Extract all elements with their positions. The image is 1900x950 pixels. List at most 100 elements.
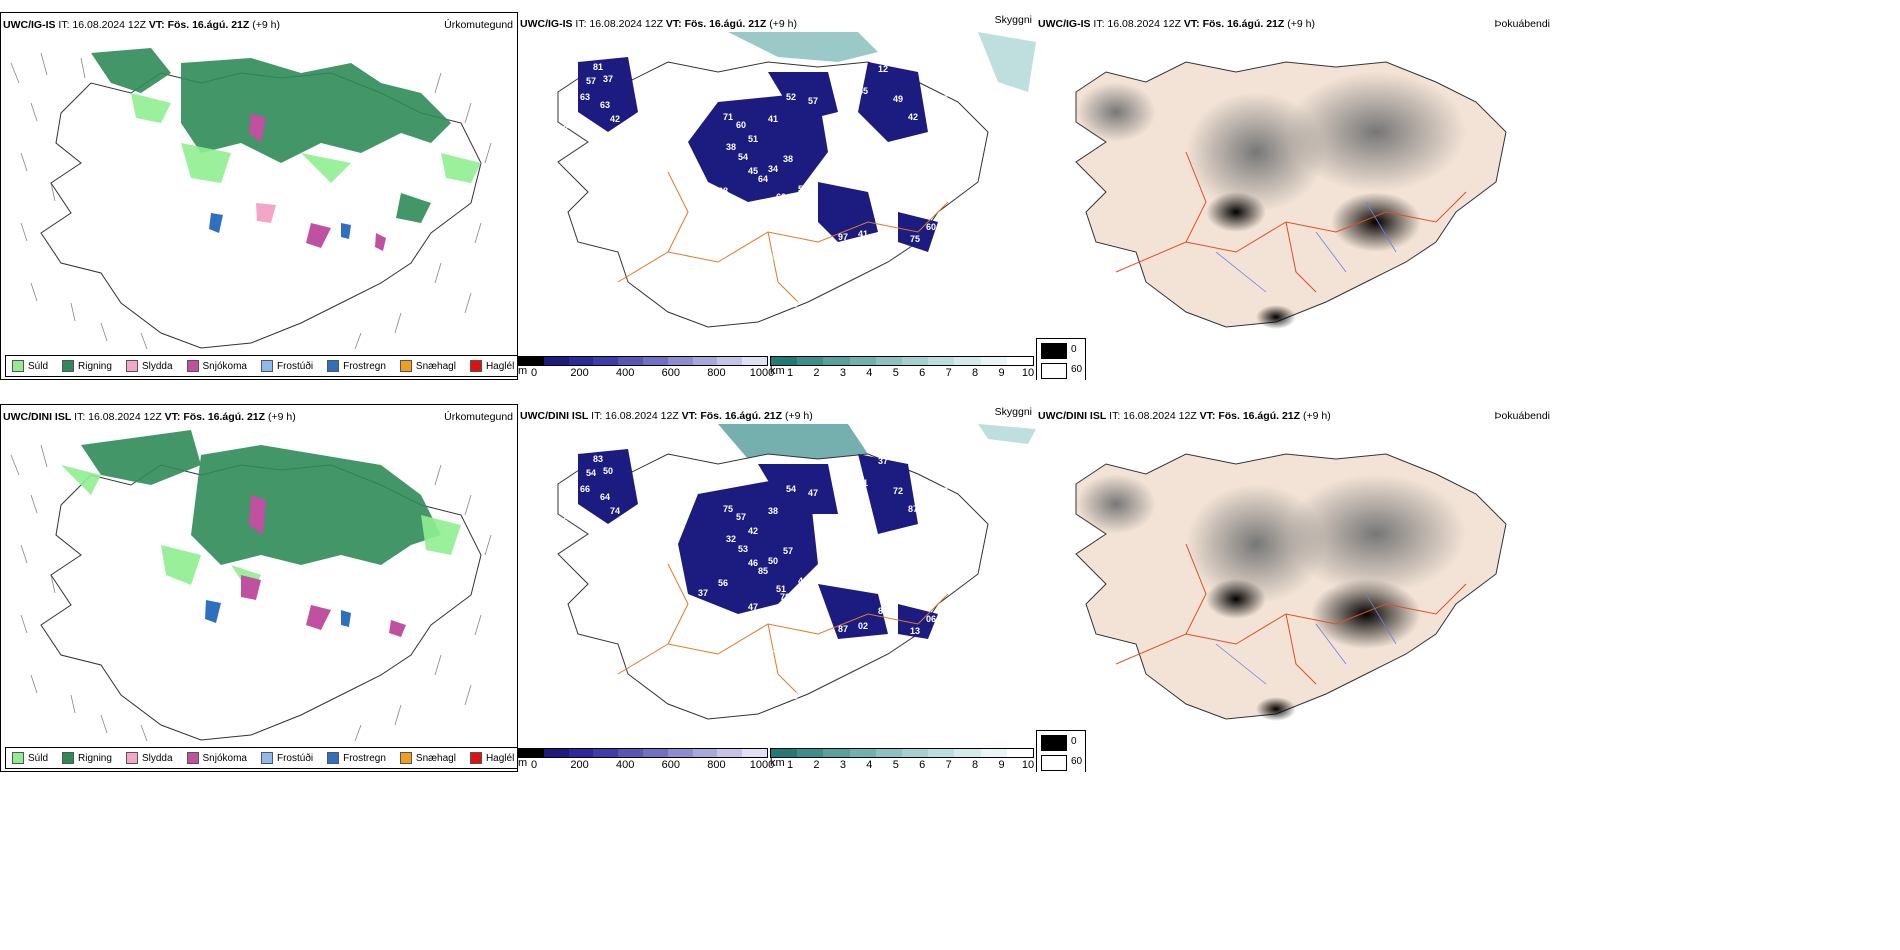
visibility-value-label: 81 — [878, 606, 888, 616]
terrain-colorbar-fill — [518, 748, 768, 758]
colorbar-tick-label: 8 — [972, 759, 979, 771]
colorbar-tick-label: 1 — [786, 367, 794, 379]
terrain-colorbar-fill — [518, 356, 768, 366]
visibility-value-label: 38 — [768, 506, 778, 516]
visibility-value-label: 78 — [558, 124, 568, 134]
visibility-value-label: 68 — [718, 186, 728, 196]
visibility-value-label: 60 — [926, 222, 936, 232]
visibility-value-label: 75 — [723, 504, 733, 514]
terrain-colorbar-dini: m 0 200 400 600 800 1000 — [518, 748, 774, 771]
visibility-value-label: 56 — [718, 578, 728, 588]
visibility-value-label: 42 — [908, 112, 918, 122]
visibility-ticks: 1 2 3 4 5 6 7 8 9 10 — [770, 366, 1034, 379]
legend-item-snjokoma: Snjókoma — [186, 752, 247, 764]
fog-map-dini — [1036, 424, 1554, 734]
visibility-value-label: 53 — [743, 612, 753, 622]
colorbar-tick-label: 800 — [707, 759, 726, 771]
precip-title-ig: Úrkomutegund — [444, 19, 513, 31]
visibility-value-label: 41 — [768, 114, 778, 124]
visibility-value-label: 77 — [893, 174, 903, 184]
visibility-value-label: 93 — [768, 252, 778, 262]
legend-item-snjokoma: Snjókoma — [186, 360, 247, 372]
visibility-value-label: 53 — [738, 544, 748, 554]
precip-legend-ig: Súld Rigning Slydda Snjókoma Frostúði Fr… — [5, 355, 517, 377]
colorbar-tick-label: 400 — [616, 367, 635, 379]
visibility-value-label: 54 — [738, 152, 748, 162]
visibility-value-label: 41 — [858, 229, 868, 239]
visibility-value-label: 55 — [913, 556, 923, 566]
visibility-value-label: 42 — [748, 526, 758, 536]
visibility-colorbar-fill — [770, 748, 1034, 758]
visibility-unit: km — [770, 365, 785, 377]
visibility-value-label: 87 — [838, 624, 848, 634]
colorbar-tick-label: 2 — [813, 367, 820, 379]
visibility-value-label: 49 — [893, 94, 903, 104]
colorbar-tick-label: 0 — [530, 759, 538, 771]
fog-title-dini: Þokuábendi — [1494, 410, 1550, 422]
visibility-value-label: 36 — [743, 220, 753, 230]
visibility-value-label: 59 — [868, 159, 878, 169]
fog-panel-dini: UWC/DINI ISL IT: 16.08.2024 12Z VT: Fös.… — [1036, 404, 1554, 772]
colorbar-tick-label: 200 — [570, 759, 589, 771]
visibility-value-label: 12 — [878, 64, 888, 74]
visibility-value-label: 97 — [838, 232, 848, 242]
visibility-value-label: 66 — [790, 614, 800, 624]
visibility-value-label: 02 — [858, 621, 868, 631]
colorbar-tick-label: 4 — [866, 367, 873, 379]
visibility-value-label: 38 — [736, 230, 746, 240]
visibility-value-label: 57 — [798, 184, 808, 194]
legend-item-haglel: Haglél — [469, 752, 514, 764]
visibility-value-label: 41 — [868, 254, 878, 264]
colorbar-tick-label: 1 — [786, 759, 794, 771]
legend-item-slydda: Slydda — [125, 360, 173, 372]
colorbar-tick-label: 4 — [866, 759, 873, 771]
visibility-value-label: 60 — [736, 120, 746, 130]
legend-item-frostudi: Frostúði — [260, 360, 313, 372]
fog-legend-dini: 0 60 — [1036, 730, 1086, 772]
visibility-value-label: 46 — [558, 516, 568, 526]
visibility-panel-ig: UWC/IG-IS IT: 16.08.2024 12Z VT: Fös. 16… — [518, 12, 1036, 380]
visibility-title-ig: Skyggni — [994, 14, 1032, 26]
legend-item-frostregn: Frostregn — [327, 752, 386, 764]
visibility-value-label: 38 — [783, 154, 793, 164]
visibility-value-label: 40 — [648, 164, 658, 174]
colorbar-tick-label: 9 — [998, 759, 1005, 771]
colorbar-tick-label: 6 — [919, 367, 926, 379]
visibility-value-label: 52 — [868, 551, 878, 561]
colorbar-tick-label: 10 — [1021, 759, 1035, 771]
visibility-ticks: 1 2 3 4 5 6 7 8 9 10 — [770, 758, 1034, 771]
colorbar-tick-label: 8 — [972, 367, 979, 379]
colorbar-tick-label: 800 — [707, 367, 726, 379]
visibility-value-label: 88 — [878, 184, 888, 194]
colorbar-tick-label: 6 — [919, 759, 926, 771]
visibility-value-label: 57 — [808, 96, 818, 106]
colorbar-tick-label: 0 — [530, 367, 538, 379]
visibility-value-label: 33 — [868, 646, 878, 656]
visibility-value-label: 51 — [748, 134, 758, 144]
visibility-value-label: 38 — [726, 142, 736, 152]
visibility-value-label: 81 — [913, 164, 923, 174]
precip-legend-dini: Súld Rigning Slydda Snjókoma Frostúði Fr… — [5, 747, 517, 769]
visibility-value-label: 50 — [768, 556, 778, 566]
colorbar-tick-label: 1000 — [749, 759, 775, 771]
legend-item-slydda: Slydda — [125, 752, 173, 764]
colorbar-tick-label: 7 — [945, 759, 952, 771]
visibility-value-label: 37 — [748, 210, 758, 220]
colorbar-tick-label: 3 — [839, 759, 846, 771]
visibility-value-label: 78 — [780, 592, 790, 602]
visibility-value-label: 90 — [788, 299, 798, 309]
visibility-value-label: 66 — [580, 484, 590, 494]
visibility-value-label: 44 — [908, 454, 918, 464]
precip-type-panel-dini: UWC/DINI ISL IT: 16.08.2024 12Z VT: Fös.… — [0, 404, 518, 772]
colorbar-tick-label: 5 — [892, 367, 899, 379]
terrain-ticks: 0 200 400 600 800 1000 — [518, 758, 774, 771]
visibility-value-label: 83 — [593, 454, 603, 464]
visibility-value-label: 57 — [783, 546, 793, 556]
visibility-value-label: 67 — [578, 204, 588, 214]
fog-map-ig — [1036, 32, 1554, 342]
visibility-value-label: 47 — [748, 602, 758, 612]
visibility-value-label: 98 — [878, 214, 888, 224]
colorbar-tick-label: 600 — [661, 367, 680, 379]
visibility-value-label: 52 — [780, 200, 790, 210]
